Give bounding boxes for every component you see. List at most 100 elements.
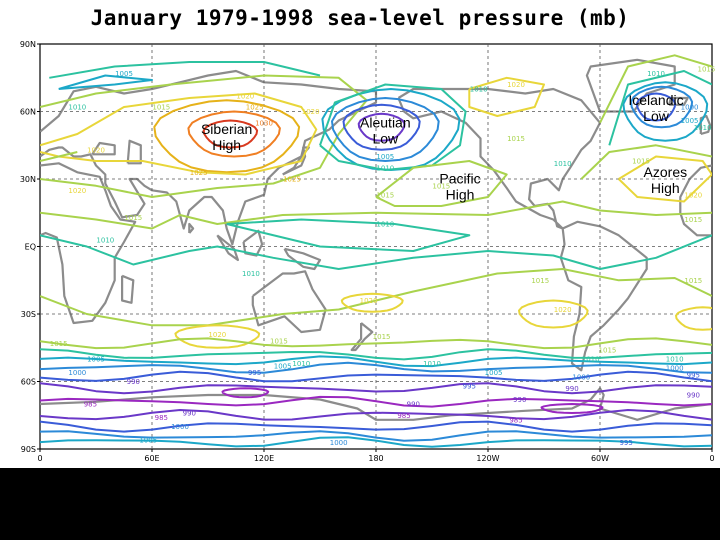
coastline: [251, 270, 327, 334]
isobar-1005: [40, 355, 712, 368]
isobar-label: 1025: [246, 104, 264, 112]
isobar-label: 1015: [432, 182, 450, 190]
coastline: [188, 222, 195, 234]
isobar-label: 1010: [582, 356, 600, 364]
coastline: [668, 96, 689, 106]
isobar-label: 995: [248, 369, 261, 377]
isobar-1005: [58, 74, 153, 90]
isobar-label: 995: [619, 439, 632, 447]
isobar-1020: [40, 92, 318, 176]
isobar-label: 1015: [531, 277, 549, 285]
lon-tick-label: 120E: [254, 454, 274, 463]
pacific-high-label-line: Pacific: [439, 171, 480, 187]
isobar-985: [40, 395, 712, 408]
isobar-label: 1005: [485, 369, 503, 377]
isobar-1000: [630, 85, 694, 129]
isobar-1000: [40, 361, 712, 374]
isobar-990: [357, 112, 406, 142]
aleutian-low-label: Aleutian Low: [360, 114, 411, 146]
coastline: [121, 274, 135, 304]
siberian-high-label-line: Siberian: [201, 121, 252, 137]
isobar-label: 1020: [507, 81, 525, 89]
siberian-high-label: Siberian High: [201, 121, 252, 153]
isobar-1000: [40, 430, 712, 442]
isobar-label: 1030: [255, 119, 273, 127]
isobar-label: 1015: [697, 65, 715, 73]
isobar-990: [40, 382, 712, 395]
isobar-label: 1010: [376, 221, 394, 229]
isobar-label: 1015: [373, 333, 391, 341]
icelandic-low-label-line: Low: [643, 108, 670, 124]
isobar-label: 1015: [684, 216, 702, 224]
isobar-label: 1015: [599, 347, 617, 355]
coastline: [40, 69, 378, 246]
isobar-label: 985: [84, 401, 97, 409]
isobar-1005: [622, 81, 709, 142]
isobar-label: 1010: [666, 356, 684, 364]
isobar-label: 990: [513, 396, 526, 404]
isobar-label: 1005: [87, 356, 105, 364]
isobar-label: 1010: [554, 160, 572, 168]
icelandic-low-label: Icelandic Low: [628, 92, 683, 124]
azores-high-label: Azores High: [644, 164, 688, 196]
isobar-label: 985: [155, 414, 168, 422]
isobar-label: 1010: [423, 360, 441, 368]
isobar-1015: [599, 54, 712, 124]
isobar-label: 1020: [684, 191, 702, 199]
isobar-label: 985: [509, 416, 522, 424]
lat-tick-label: 60S: [21, 378, 36, 387]
isobar-label: 1020: [302, 108, 320, 116]
aleutian-low-label-line: Low: [372, 130, 399, 146]
isobar-label: 1010: [470, 86, 488, 94]
isobar-label: 1005: [139, 437, 157, 445]
isobar-990: [40, 409, 712, 421]
lon-tick-label: 0: [37, 454, 42, 463]
isobar-1010: [40, 234, 712, 270]
isobar-label: 1025: [283, 176, 301, 184]
isobar-label: 1015: [632, 158, 650, 166]
coastline: [126, 139, 142, 165]
isobar-1010: [49, 61, 321, 79]
isobar-label: 1015: [270, 338, 288, 346]
isobar-1010: [40, 348, 712, 361]
lat-tick-label: 30N: [20, 175, 36, 184]
isobar-label: 1020: [554, 306, 572, 314]
isobar-label: 1010: [242, 270, 260, 278]
isobar-1015: [40, 337, 712, 350]
isobar-label: 990: [407, 401, 420, 409]
isobar-label: 1020: [360, 297, 378, 305]
isobar-1035: [202, 119, 259, 149]
isobar-1005: [40, 436, 712, 448]
isobar-1020: [675, 306, 712, 331]
isobar-label: 1015: [507, 135, 525, 143]
isobar-label: 995: [463, 383, 476, 391]
isobar-1015: [40, 74, 368, 198]
isobar-label: 1015: [50, 340, 68, 348]
map-figure: 1005 1010 1015 1020 1025 1030 1020 1025 1025 1020…: [0, 0, 720, 468]
icelandic-low-label-line: Icelandic: [628, 92, 683, 108]
coastline: [91, 141, 116, 156]
isobar-label: 1005: [115, 70, 133, 78]
isobar-label: 1025: [190, 169, 208, 177]
isobar-1020: [468, 76, 545, 117]
isobar-label: 1000: [330, 439, 348, 447]
isobar-label: 990: [687, 392, 700, 400]
isobar-label: 1010: [694, 124, 712, 132]
azores-high-label-line: Azores: [644, 164, 688, 180]
isobar-1005: [321, 88, 461, 171]
isobar-995: [40, 420, 712, 433]
isobar-label: 1010: [647, 70, 665, 78]
isobar-1020: [618, 155, 712, 203]
isobar-1020: [174, 324, 261, 349]
isobar-label: 1000: [666, 365, 684, 373]
pacific-high-label: Pacific High: [439, 171, 480, 203]
isobar-label: 1015: [684, 277, 702, 285]
lon-tick-label: 60E: [144, 454, 159, 463]
isobar-985: [221, 387, 270, 399]
isobar-1015: [375, 160, 508, 207]
isobar-label: 995: [687, 371, 700, 379]
